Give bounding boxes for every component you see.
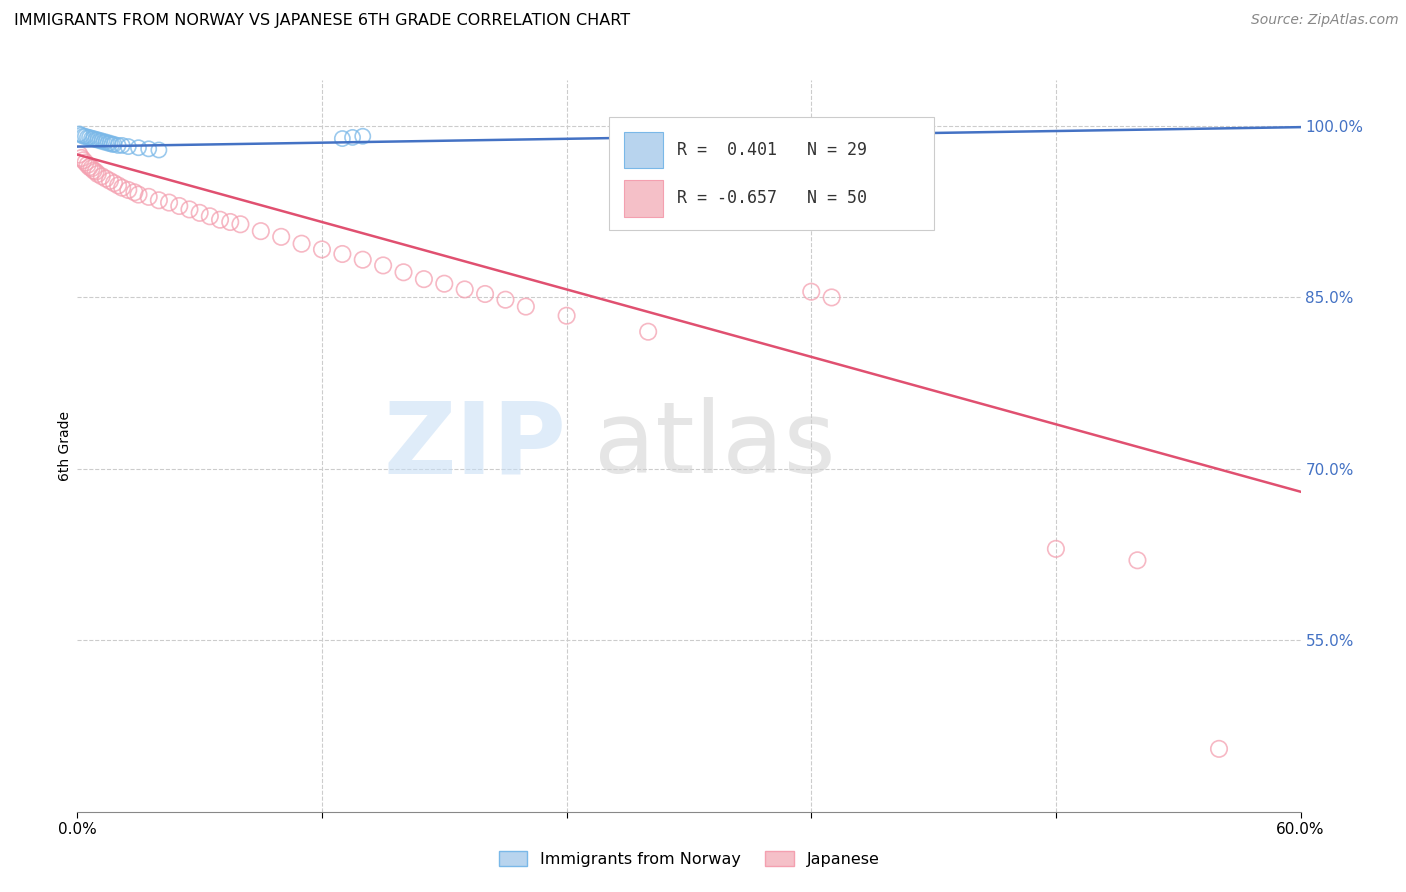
Point — [128, 187, 150, 202]
Bar — [624, 180, 664, 217]
Point — [179, 202, 201, 217]
Point — [148, 194, 170, 208]
Legend: Immigrants from Norway, Japanese: Immigrants from Norway, Japanese — [492, 845, 886, 873]
Point — [107, 178, 129, 193]
Point — [352, 129, 374, 144]
Point — [117, 139, 139, 153]
Point — [80, 161, 103, 176]
Point — [84, 133, 107, 147]
Y-axis label: 6th Grade: 6th Grade — [58, 411, 72, 481]
Point — [97, 136, 120, 150]
Point — [454, 282, 477, 296]
Point — [332, 131, 354, 145]
Point — [342, 130, 364, 145]
Point — [76, 158, 98, 172]
Point — [371, 259, 394, 273]
FancyBboxPatch shape — [609, 117, 934, 230]
Point — [117, 183, 139, 197]
Point — [90, 134, 112, 148]
Point — [67, 147, 90, 161]
Point — [198, 209, 221, 223]
Bar — [624, 132, 664, 168]
Point — [188, 206, 211, 220]
Point — [107, 138, 129, 153]
Point — [433, 277, 456, 291]
Point — [124, 186, 146, 200]
Point — [89, 134, 111, 148]
Text: atlas: atlas — [595, 398, 835, 494]
Point — [291, 236, 314, 251]
Point — [555, 309, 578, 323]
Text: ZIP: ZIP — [384, 398, 567, 494]
Point — [93, 135, 115, 149]
Point — [94, 171, 117, 186]
Point — [311, 243, 333, 257]
Point — [83, 163, 105, 178]
Point — [209, 212, 232, 227]
Point — [75, 129, 97, 144]
Point — [413, 272, 436, 286]
Point — [495, 293, 517, 307]
Point — [821, 290, 844, 304]
Point — [72, 153, 94, 168]
Point — [83, 131, 105, 145]
Point — [101, 137, 124, 152]
Point — [668, 125, 690, 139]
Text: Source: ZipAtlas.com: Source: ZipAtlas.com — [1251, 13, 1399, 28]
Point — [800, 122, 823, 136]
Point — [80, 131, 103, 145]
Point — [98, 136, 121, 150]
Point — [76, 130, 98, 145]
Point — [515, 300, 537, 314]
Point — [138, 190, 160, 204]
Point — [157, 195, 180, 210]
Point — [79, 130, 101, 145]
Point — [87, 133, 110, 147]
Point — [1045, 541, 1067, 556]
Point — [90, 169, 112, 184]
Point — [84, 165, 107, 179]
Point — [72, 129, 94, 144]
Point — [352, 252, 374, 267]
Point — [98, 174, 121, 188]
Point — [79, 160, 101, 174]
Point — [250, 224, 273, 238]
Point — [474, 287, 496, 301]
Point — [800, 285, 823, 299]
Point — [637, 325, 659, 339]
Point — [1126, 553, 1149, 567]
Point — [1208, 742, 1230, 756]
Point — [148, 143, 170, 157]
Point — [70, 128, 93, 143]
Point — [87, 167, 110, 181]
Point — [332, 247, 354, 261]
Point — [67, 127, 90, 141]
Point — [103, 176, 125, 190]
Point — [169, 199, 191, 213]
Point — [229, 217, 252, 231]
Point — [270, 230, 292, 244]
Text: R = -0.657   N = 50: R = -0.657 N = 50 — [676, 189, 866, 208]
Point — [94, 135, 117, 149]
Point — [70, 151, 93, 165]
Point — [219, 215, 242, 229]
Point — [111, 180, 134, 194]
Point — [392, 265, 415, 279]
Text: R =  0.401   N = 29: R = 0.401 N = 29 — [676, 141, 866, 159]
Point — [128, 141, 150, 155]
Point — [103, 137, 125, 152]
Point — [111, 138, 134, 153]
Point — [138, 142, 160, 156]
Text: IMMIGRANTS FROM NORWAY VS JAPANESE 6TH GRADE CORRELATION CHART: IMMIGRANTS FROM NORWAY VS JAPANESE 6TH G… — [14, 13, 630, 29]
Point — [75, 155, 97, 169]
